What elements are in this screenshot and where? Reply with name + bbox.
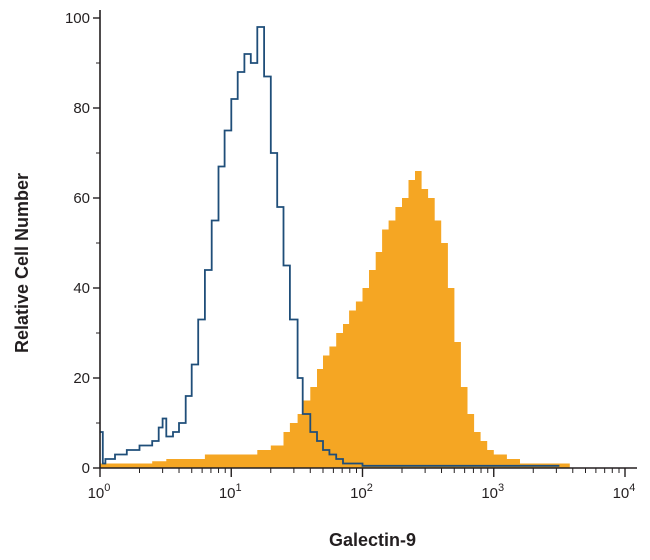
x-tick-label: 100: [88, 482, 111, 502]
y-tick-label: 20: [73, 370, 90, 387]
series-layer: [100, 26, 570, 468]
x-tick-label: 102: [350, 482, 373, 502]
y-tick-label: 60: [73, 190, 90, 207]
y-tick-label: 100: [65, 10, 90, 27]
x-tick-label: 103: [481, 482, 504, 502]
series-0-histogram: [100, 171, 570, 468]
x-tick-label: 101: [219, 482, 242, 502]
y-axis-title: Relative Cell Number: [12, 173, 32, 353]
x-tick-label: 104: [613, 482, 636, 502]
y-tick-label: 40: [73, 280, 90, 297]
y-tick-label: 80: [73, 100, 90, 117]
series-1-histogram: [100, 26, 560, 467]
x-axis-title: Galectin-9: [329, 530, 416, 550]
ticks-layer: 0 20 40 60 80 100 100 101 102 103 104: [65, 10, 635, 502]
y-tick-label: 0: [82, 460, 90, 477]
